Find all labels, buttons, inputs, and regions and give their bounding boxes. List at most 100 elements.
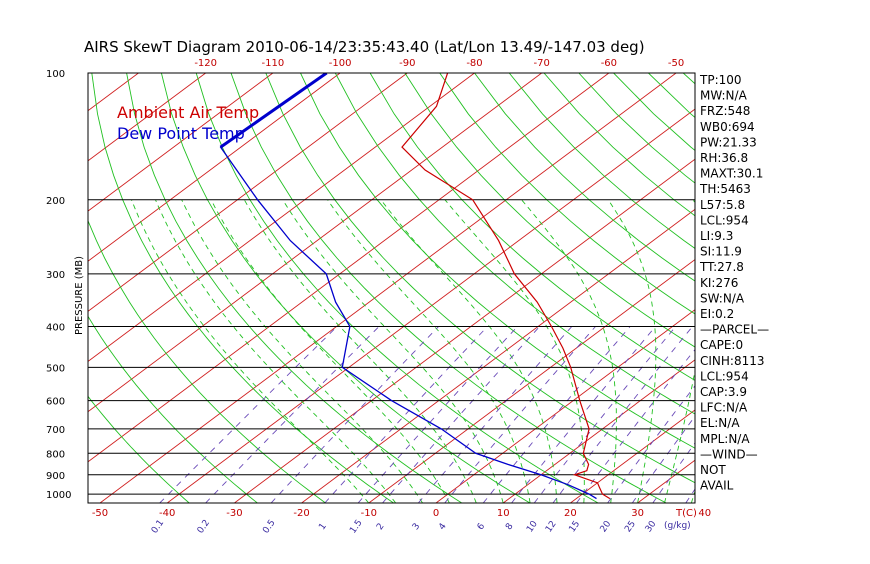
index-entry: —WIND— (700, 447, 758, 461)
dry-adiabat-line (440, 73, 870, 503)
pressure-tick-label: 800 (46, 449, 65, 460)
pressure-tick-label: 400 (46, 323, 65, 334)
mixing-ratio-line (512, 327, 656, 504)
index-entry: LI:9.3 (700, 229, 733, 243)
isotherm-line (0, 73, 71, 503)
pressure-tick-label: 700 (46, 425, 65, 436)
mixing-ratio-tick-label: 10 (525, 519, 540, 534)
mixing-ratio-tick-label: 6 (476, 521, 488, 532)
mixing-ratio-tick-label: 20 (599, 519, 614, 534)
index-entry: EL:N/A (700, 416, 740, 430)
moist-adiabat-line (283, 200, 504, 503)
temp-tick-top-label: -120 (194, 58, 217, 69)
dry-adiabat-line (266, 73, 735, 503)
temp-tick-bottom-label: 0 (433, 508, 439, 519)
mixing-ratio-tick-label: 2 (375, 522, 386, 532)
temp-tick-bottom-label: -20 (293, 508, 309, 519)
isotherm-line (369, 73, 870, 503)
mixing-ratio-line (325, 327, 488, 504)
mixing-ratio-line (483, 327, 630, 504)
chart-title: AIRS SkewT Diagram 2010-06-14/23:35:43.4… (84, 38, 645, 56)
index-entry: LFC:N/A (700, 401, 748, 415)
mixing-ratio-line (160, 327, 337, 504)
dry-adiabat-line (753, 73, 870, 503)
index-entry: LCL:954 (700, 213, 749, 227)
pressure-tick-label: 200 (46, 196, 65, 207)
index-entry: FRZ:548 (700, 104, 750, 118)
series-layer (221, 73, 610, 499)
pressure-tick-label: 600 (46, 397, 65, 408)
temp-tick-bottom-label: 10 (497, 508, 510, 519)
pressure-tick-label: 100 (46, 69, 65, 80)
dry-adiabat-line (475, 73, 870, 503)
legend-ambient-air-temp: Ambient Air Temp (117, 103, 259, 122)
temp-tick-bottom-label: 20 (564, 508, 577, 519)
dry-adiabat-line (509, 73, 870, 503)
dry-adiabat-line (788, 73, 870, 503)
y-axis-label: PRESSURE (MB) (74, 256, 85, 335)
mixing-ratio-tick-label: 0.2 (196, 518, 212, 535)
isotherm-line (839, 73, 870, 503)
index-entry: L57:5.8 (700, 198, 745, 212)
moist-adiabat-line (665, 200, 705, 503)
index-entry: NOT (700, 463, 726, 477)
moist-adiabat-line (244, 200, 476, 503)
moist-adiabat-line (522, 200, 617, 503)
mixing-ratio-line (383, 327, 540, 504)
temp-tick-top-label: -80 (466, 58, 482, 69)
mixing-ratio-tick-label: 1 (317, 522, 328, 532)
mixing-ratio-line (445, 327, 596, 504)
mixing-ratio-tick-label: 8 (504, 521, 516, 532)
temp-unit-label: T(C) (675, 508, 697, 519)
stability-indices: TP:100MW:N/AFRZ:548WB0:694PW:21.33RH:36.… (699, 73, 769, 493)
isotherm-line (503, 73, 870, 503)
index-entry: KI:276 (700, 276, 738, 290)
mixing-ratio-line (271, 327, 439, 504)
index-entry: RH:36.8 (700, 151, 748, 165)
legend-dew-point-temp: Dew Point Temp (117, 124, 245, 143)
moist-adiabat-line (211, 200, 449, 503)
index-entry: MPL:N/A (700, 432, 750, 446)
moist-adiabat-line (328, 200, 530, 503)
dew-point-temp-line (221, 73, 597, 499)
dry-adiabat-line (405, 73, 870, 503)
temp-tick-bottom-label: -50 (92, 508, 108, 519)
mixing-ratio-tick-label: 1.5 (348, 518, 364, 535)
dry-adiabat-line (370, 73, 870, 503)
temp-tick-bottom-label: -30 (226, 508, 242, 519)
ambient-air-temp-line (402, 73, 610, 499)
index-entry: TT:27.8 (699, 260, 744, 274)
index-entry: CAPE:0 (700, 338, 743, 352)
dry-adiabat-line (648, 73, 870, 503)
pressure-tick-label: 1000 (46, 490, 71, 501)
index-entry: PW:21.33 (700, 135, 757, 149)
index-entry: LCL:954 (700, 369, 749, 383)
temp-tick-top-label: -100 (329, 58, 352, 69)
dry-adiabat-line (857, 73, 870, 503)
pressure-tick-label: 500 (46, 363, 65, 374)
mixing-ratio-tick-label: 0.5 (261, 518, 277, 535)
index-entry: TH:5463 (699, 182, 751, 196)
pressure-tick-label: 300 (46, 270, 65, 281)
temp-tick-bottom-label: -10 (361, 508, 377, 519)
temp-tick-bottom-label: -40 (159, 508, 175, 519)
mixing-ratio-tick-label: 25 (623, 519, 638, 534)
mixing-ratio-tick-label: 12 (544, 519, 559, 534)
temp-tick-top-label: -50 (668, 58, 684, 69)
isotherm-line (436, 73, 870, 503)
index-entry: CINH:8113 (700, 354, 765, 368)
mixing-ratio-tick-label: 3 (411, 522, 422, 532)
index-entry: AVAIL (700, 479, 734, 493)
temp-tick-bottom-label: 30 (631, 508, 644, 519)
mixing-ratio-tick-label: 15 (568, 519, 583, 534)
temp-tick-top-label: -60 (601, 58, 617, 69)
index-entry: WB0:694 (700, 120, 755, 134)
index-entry: CAP:3.9 (700, 385, 747, 399)
mixing-ratio-tick-label: 0.1 (150, 518, 166, 535)
mixing-ratio-unit-label: (g/kg) (664, 521, 691, 531)
dry-adiabat-line (231, 73, 666, 503)
mixing-ratio-line (534, 327, 676, 504)
index-entry: EI:0.2 (700, 307, 734, 321)
